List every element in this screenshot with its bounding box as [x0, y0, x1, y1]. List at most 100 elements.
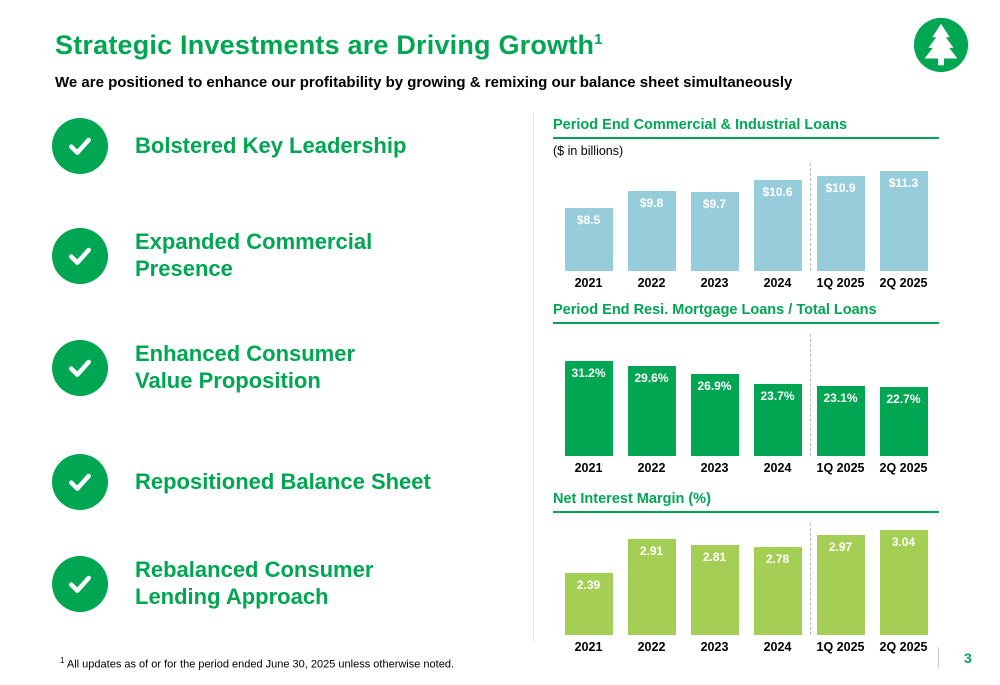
bar-value-label: $9.8 — [639, 196, 664, 211]
page-title-text: Strategic Investments are Driving Growth — [55, 30, 595, 60]
bar-2022: $9.8 — [627, 191, 676, 272]
bar-value-label: $10.6 — [762, 185, 793, 200]
bar-column: 31.2% — [557, 361, 620, 457]
x-axis-label: 1Q 2025 — [816, 461, 865, 476]
x-axis-label: 2Q 2025 — [879, 461, 928, 476]
bar-2021: 2.39 — [564, 573, 613, 636]
chart-title-underline — [553, 511, 939, 514]
bar-value-label: 31.2% — [571, 366, 606, 381]
x-axis-label: 2022 — [637, 640, 666, 655]
x-axis-label: 2024 — [763, 461, 792, 476]
list-item: Enhanced Consumer Value Proposition — [52, 340, 355, 396]
x-axis-label: 2024 — [763, 276, 792, 291]
bar-column: 29.6% — [620, 366, 683, 457]
company-logo — [912, 16, 970, 74]
bar-2022: 29.6% — [627, 366, 676, 457]
bar-1q-2025: 2.97 — [816, 535, 865, 636]
bar-2022: 2.91 — [627, 539, 676, 636]
bar-column: 2.81 — [683, 545, 746, 636]
list-item: Rebalanced Consumer Lending Approach — [52, 556, 373, 612]
footnote-marker: 1 — [60, 656, 65, 665]
bar-column: 2.91 — [620, 539, 683, 636]
bar-2021: $8.5 — [564, 208, 613, 272]
bar-value-label: 2.78 — [765, 552, 790, 567]
bullet-label: Rebalanced Consumer Lending Approach — [135, 557, 374, 609]
chart-resi-mortgage-share: Period End Resi. Mortgage Loans / Total … — [553, 302, 939, 475]
x-axis-label: 2022 — [637, 276, 666, 291]
bar-2023: 26.9% — [690, 374, 739, 457]
period-divider-dashed-line — [810, 334, 812, 457]
plot-area: 31.2% 29.6% 26.9% 23.7% 23.1% 22.7% — [553, 334, 939, 457]
x-axis-label: 2021 — [574, 640, 603, 655]
bar-value-label: $8.5 — [576, 213, 601, 228]
bar-value-label: 2.39 — [576, 578, 601, 593]
footnote: 1 All updates as of or for the period en… — [60, 656, 454, 671]
bar-value-label: 2.97 — [828, 540, 853, 555]
chart-title: Net Interest Margin (%) — [553, 491, 711, 507]
subtitle: We are positioned to enhance our profita… — [55, 74, 793, 91]
x-axis-labels: 2021 2022 2023 2024 1Q 2025 2Q 2025 — [553, 276, 939, 290]
bar-value-label: $9.7 — [702, 197, 727, 212]
page-number: 3 — [964, 650, 972, 666]
bar-value-label: 26.9% — [697, 379, 732, 394]
x-axis-label: 2Q 2025 — [879, 276, 928, 291]
bar-column: 2.39 — [557, 573, 620, 636]
chart-commercial-industrial-loans: Period End Commercial & Industrial Loans… — [553, 117, 939, 290]
x-axis-labels: 2021 2022 2023 2024 1Q 2025 2Q 2025 — [553, 640, 939, 654]
x-axis-label: 2023 — [700, 640, 729, 655]
bar-column: $9.8 — [620, 191, 683, 272]
bar-2q-2025: 3.04 — [879, 530, 928, 636]
bar-column: $8.5 — [557, 208, 620, 272]
chart-net-interest-margin: Net Interest Margin (%) 2.39 2.91 2.81 2.78… — [553, 491, 939, 654]
bar-2023: $9.7 — [690, 192, 739, 272]
bar-value-label: 2.91 — [639, 544, 664, 559]
bar-value-label: 22.7% — [886, 392, 921, 407]
bar-value-label: 23.1% — [823, 391, 858, 406]
x-axis-label: 1Q 2025 — [816, 640, 865, 655]
check-icon — [52, 454, 108, 510]
bar-column: $11.3 — [872, 171, 935, 272]
x-axis-label: 2022 — [637, 461, 666, 476]
x-axis-label: 2Q 2025 — [879, 640, 928, 655]
bar-2024: 2.78 — [753, 547, 802, 636]
bar-column: 22.7% — [872, 387, 935, 457]
bar-2q-2025: 22.7% — [879, 387, 928, 457]
footnote-text: All updates as of or for the period ende… — [66, 658, 455, 671]
plot-area: 2.39 2.91 2.81 2.78 2.97 3.04 — [553, 523, 939, 636]
bar-2023: 2.81 — [690, 545, 739, 636]
page-number-divider — [938, 647, 939, 668]
bar-value-label: $10.9 — [825, 181, 856, 196]
bar-1q-2025: $10.9 — [816, 176, 865, 272]
title-footnote-marker: 1 — [594, 31, 603, 48]
check-icon — [52, 228, 108, 284]
bullet-label: Bolstered Key Leadership — [135, 132, 407, 158]
bar-2024: $10.6 — [753, 180, 802, 272]
bar-value-label: 29.6% — [634, 371, 669, 386]
bar-column: $10.9 — [809, 176, 872, 272]
evergreen-tree-icon — [913, 17, 969, 73]
period-divider-dashed-line — [810, 163, 812, 272]
list-item: Bolstered Key Leadership — [52, 118, 406, 174]
chart-title: Period End Resi. Mortgage Loans / Total … — [553, 302, 877, 318]
page-title: Strategic Investments are Driving Growth… — [55, 30, 603, 61]
bar-1q-2025: 23.1% — [816, 386, 865, 457]
chart-units-label: ($ in billions) — [553, 144, 624, 159]
x-axis-label: 2023 — [700, 276, 729, 291]
bar-value-label: $11.3 — [888, 176, 919, 191]
bar-column: 2.97 — [809, 535, 872, 636]
x-axis-label: 2024 — [763, 640, 792, 655]
bar-column: 23.1% — [809, 386, 872, 457]
period-divider-dashed-line — [810, 523, 812, 636]
bullet-label: Expanded Commercial Presence — [135, 229, 373, 281]
column-divider — [533, 112, 534, 642]
bar-2021: 31.2% — [564, 361, 613, 457]
chart-title-underline — [553, 137, 939, 140]
bar-column: $10.6 — [746, 180, 809, 272]
bullet-label: Enhanced Consumer Value Proposition — [135, 341, 356, 393]
chart-title: Period End Commercial & Industrial Loans — [553, 117, 848, 133]
x-axis-label: 2021 — [574, 276, 603, 291]
bar-column: 3.04 — [872, 530, 935, 636]
check-icon — [52, 340, 108, 396]
check-icon — [52, 118, 108, 174]
bar-column: $9.7 — [683, 192, 746, 272]
